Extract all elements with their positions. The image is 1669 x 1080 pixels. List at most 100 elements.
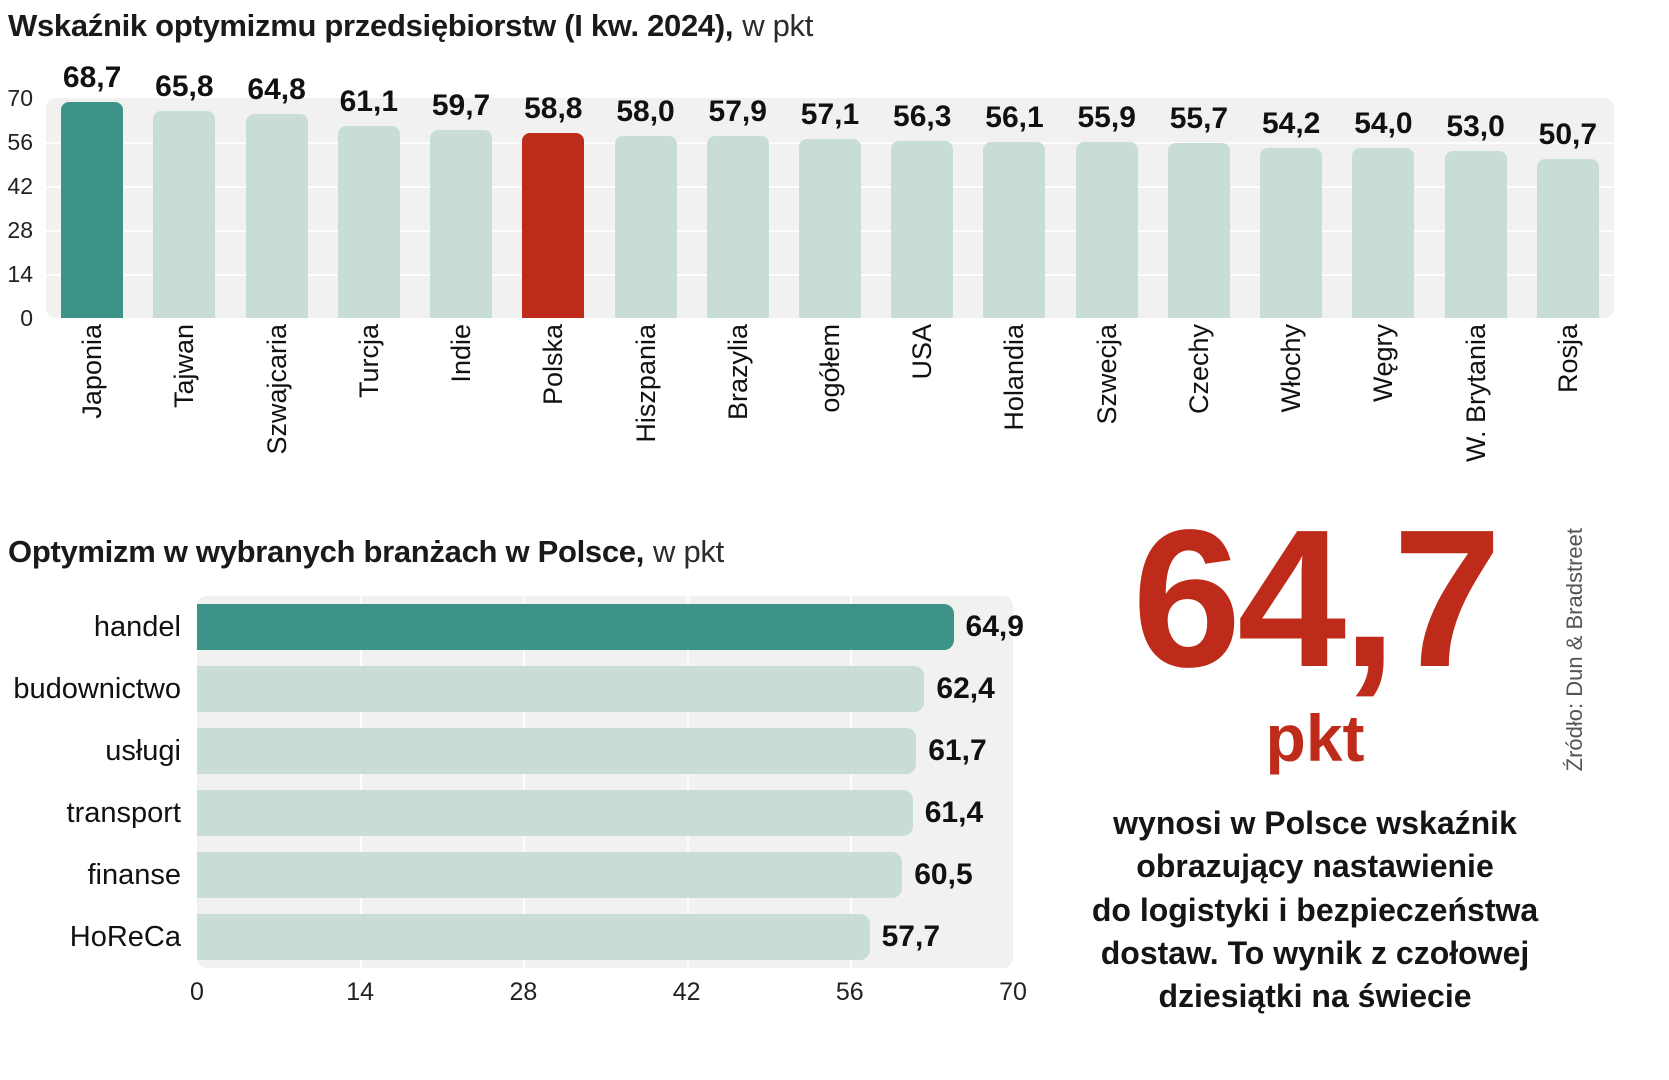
category-label: Tajwan — [169, 324, 200, 409]
category-label: Czechy — [1183, 324, 1214, 415]
y-tick-label: 70 — [7, 85, 33, 111]
bar-cell: 64,8 — [230, 73, 322, 318]
category-label: Holandia — [999, 324, 1030, 431]
bar — [197, 728, 917, 774]
bar-row: HoReCa 57,7 — [0, 906, 1013, 968]
bar-value-label: 54,0 — [1354, 107, 1413, 141]
x-tick-label: 28 — [509, 978, 538, 1006]
gridline — [523, 596, 526, 968]
bar-value-label: 61,7 — [928, 734, 987, 767]
bar-group: 58,8 Polska — [507, 92, 599, 518]
category-cell: Hiszpania — [599, 318, 691, 518]
x-tick-label: 42 — [672, 978, 701, 1006]
bar-cell: 57,9 — [692, 95, 784, 318]
bar-value-label: 64,8 — [247, 73, 306, 107]
bar-value-label: 65,8 — [155, 70, 214, 104]
bar — [891, 141, 954, 318]
bar — [197, 852, 903, 898]
chart1-plotwrap: 68,7 Japonia 65,8 Tajwan 64,8 Szwajcaria 61,1 T… — [46, 61, 1614, 518]
chart2-title-unit: w pkt — [653, 534, 724, 569]
bar-group: 58,0 Hiszpania — [599, 95, 691, 518]
category-cell: USA — [876, 318, 968, 518]
y-tick-label: 14 — [7, 261, 33, 287]
bar-row: transport 61,4 — [0, 782, 1013, 844]
bar-group: 56,3 USA — [876, 98, 968, 518]
bar-track: 57,7 — [197, 914, 1013, 960]
category-label: ogółem — [814, 324, 845, 413]
category-label: Turcja — [353, 324, 384, 399]
source-text: Źródło: Dun & Bradstreet — [1562, 528, 1587, 772]
bar-group: 57,9 Brazylia — [692, 95, 784, 518]
bar-cell: 58,0 — [599, 95, 691, 318]
bar-cell: 59,7 — [415, 89, 507, 318]
bar-value-label: 53,0 — [1446, 110, 1505, 144]
category-label: Polska — [538, 324, 569, 406]
category-label: budownictwo — [13, 672, 181, 705]
bar — [430, 130, 493, 318]
bar-value-label: 57,9 — [708, 95, 767, 129]
bar-value-label: 55,9 — [1077, 101, 1136, 135]
callout: 64,7 pkt wynosi w Polsce wskaźnik obrazu… — [1050, 500, 1580, 1018]
bar-row: finanse 60,5 — [0, 844, 1013, 906]
category-label: Rosja — [1552, 324, 1583, 394]
bar-group: 64,8 Szwajcaria — [230, 73, 322, 518]
bar-cell: 65,8 — [138, 70, 230, 318]
bar-track: 60,5 — [197, 852, 1013, 898]
bar-cell: 56,1 — [968, 98, 1060, 318]
category-cell: Rosja — [1522, 318, 1614, 518]
bar — [197, 790, 913, 836]
bar-track: 64,9 — [197, 604, 1024, 650]
bar-value-label: 64,9 — [965, 610, 1024, 643]
bar-cell: 55,7 — [1153, 98, 1245, 318]
chart1-title-unit: w pkt — [742, 8, 814, 43]
bar-value-label: 62,4 — [936, 672, 995, 705]
x-tick-label: 56 — [835, 978, 864, 1006]
bar-group: 50,7 Rosja — [1522, 98, 1614, 518]
x-tick-label: 14 — [346, 978, 375, 1006]
gridline — [360, 596, 363, 968]
bar-row: handel 64,9 — [0, 596, 1024, 658]
category-label: Hiszpania — [630, 324, 661, 443]
category-cell: Tajwan — [138, 318, 230, 518]
bar-track: 61,4 — [197, 790, 1013, 836]
category-cell: Węgry — [1337, 318, 1429, 518]
y-tick-label: 42 — [7, 173, 33, 199]
bar-value-label: 54,2 — [1261, 106, 1321, 140]
bar-group: 56,1 Holandia — [968, 98, 1060, 518]
chart1-title-main: Wskaźnik optymizmu przedsiębiorstw (I kw… — [8, 8, 734, 43]
chart1-columns: 68,7 Japonia 65,8 Tajwan 64,8 Szwajcaria 61,1 T… — [46, 61, 1614, 518]
bar-value-label: 57,1 — [800, 97, 860, 131]
chart2-plot-background — [197, 596, 1013, 968]
bar-cell: 56,3 — [876, 98, 968, 318]
category-cell: Szwecja — [1061, 318, 1153, 518]
y-tick-label: 0 — [20, 305, 33, 331]
bar — [61, 102, 124, 318]
bar-group: 53,0 W. Brytania — [1430, 98, 1522, 518]
bar-group: 57,1 ogółem — [784, 98, 876, 518]
bar — [197, 914, 870, 960]
category-label: Szwajcaria — [261, 324, 292, 455]
bar-cell: 68,7 — [46, 61, 138, 318]
bar-cell: 53,0 — [1430, 98, 1522, 318]
category-cell: ogółem — [784, 318, 876, 518]
y-tick-label: 56 — [7, 129, 33, 155]
bar — [706, 136, 769, 318]
category-label: usługi — [105, 734, 181, 767]
bar-group: 54,2 Włochy — [1245, 98, 1337, 518]
bar-value-label: 60,5 — [914, 858, 973, 891]
y-axis: 0 14 28 42 56 70 — [0, 85, 38, 331]
bar — [197, 604, 954, 650]
bar-value-label: 61,1 — [339, 84, 399, 118]
category-label: Indie — [446, 324, 477, 383]
category-label: Węgry — [1368, 324, 1399, 403]
bar-group: 61,1 Turcja — [323, 85, 415, 518]
category-label: transport — [66, 796, 181, 829]
category-label: Japonia — [77, 324, 108, 419]
bar-value-label: 56,3 — [893, 100, 952, 134]
gridline — [686, 596, 689, 968]
category-cell: Włochy — [1245, 318, 1337, 518]
chart2-rows-wrap: handel 64,9 budownictwo 62,4 usługi 61,7 trans… — [0, 596, 1024, 968]
category-label: Szwecja — [1091, 324, 1122, 425]
category-cell: Turcja — [323, 318, 415, 518]
